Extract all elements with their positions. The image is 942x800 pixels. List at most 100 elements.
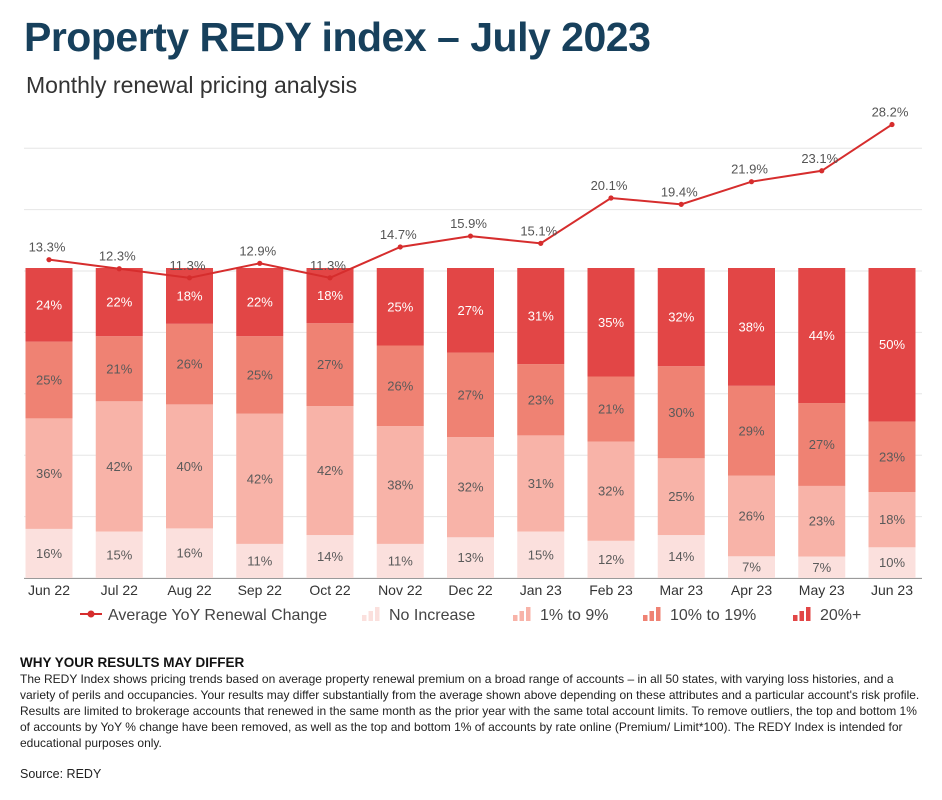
line-point bbox=[327, 275, 333, 281]
stacked-bars bbox=[25, 268, 916, 578]
bar-segment bbox=[587, 441, 635, 541]
legend-swatch-bar bbox=[643, 615, 648, 621]
bar-segment bbox=[166, 323, 213, 405]
line-data-label: 13.3% bbox=[29, 240, 66, 255]
bar-segment bbox=[25, 268, 73, 342]
average-line-path bbox=[48, 123, 893, 279]
bar-segment bbox=[236, 543, 284, 578]
x-tick-label: Jun 23 bbox=[871, 582, 913, 598]
segment-label: 22% bbox=[247, 295, 273, 310]
bar-segment bbox=[447, 352, 494, 438]
legend-swatch-bar bbox=[375, 607, 380, 621]
line-data-label: 28.2% bbox=[872, 105, 909, 120]
bar-segment bbox=[517, 364, 565, 436]
x-tick-label: Feb 23 bbox=[589, 582, 633, 598]
bar-segment bbox=[868, 547, 916, 578]
line-data-label: 21.9% bbox=[731, 162, 768, 177]
segment-label: 7% bbox=[812, 560, 831, 575]
segment-label: 27% bbox=[457, 387, 483, 402]
segment-label: 14% bbox=[317, 549, 343, 564]
line-data-label: 11.3% bbox=[170, 258, 206, 273]
line-data-label: 19.4% bbox=[661, 184, 698, 199]
bar-segment bbox=[236, 268, 284, 337]
segment-label: 42% bbox=[247, 471, 273, 486]
x-tick-label: Mar 23 bbox=[659, 582, 703, 598]
segment-label: 14% bbox=[668, 549, 694, 564]
bar-segment bbox=[868, 492, 916, 548]
line-data-label: 23.1% bbox=[801, 151, 838, 166]
segment-label: 10% bbox=[879, 555, 905, 570]
bar-segment bbox=[95, 531, 143, 578]
segment-label: 25% bbox=[668, 489, 694, 504]
segment-label: 7% bbox=[742, 560, 761, 575]
segment-label: 26% bbox=[738, 509, 764, 524]
segment-label: 21% bbox=[106, 361, 132, 376]
segment-label: 18% bbox=[176, 288, 202, 303]
segment-label: 38% bbox=[738, 319, 764, 334]
bar-segment bbox=[306, 535, 354, 578]
line-data-label: 11.3% bbox=[310, 258, 346, 273]
segment-label: 26% bbox=[387, 378, 413, 393]
segment-label: 31% bbox=[528, 309, 554, 324]
segment-labels: 16% 36% 25% 24% 15% 42% 21% 22% 16% 40% 26% 18% 11% 4… bbox=[36, 288, 905, 575]
x-tick-label: Jul 22 bbox=[101, 582, 139, 598]
bar-segment bbox=[166, 404, 213, 529]
segment-label: 35% bbox=[598, 315, 624, 330]
bar-segment bbox=[517, 268, 565, 365]
bar-segment bbox=[657, 268, 705, 367]
bar-segment bbox=[728, 556, 775, 578]
bar-segment bbox=[376, 345, 424, 427]
segment-label: 24% bbox=[36, 297, 62, 312]
segment-label: 26% bbox=[176, 357, 202, 372]
legend-swatch-bar bbox=[513, 615, 518, 621]
legend: Average YoY Renewal Change No Increase 1% … bbox=[80, 607, 861, 624]
segment-label: 30% bbox=[668, 405, 694, 420]
bar-segment bbox=[95, 401, 143, 532]
bar-segment bbox=[25, 418, 73, 529]
chart-area: 16% 36% 25% 24% 15% 42% 21% 22% 16% 40% 26% 18% 11% 4… bbox=[24, 105, 922, 624]
legend-swatch-bar bbox=[806, 607, 811, 621]
bar-segment bbox=[798, 556, 846, 578]
line-data-label: 15.1% bbox=[520, 223, 557, 238]
bar-segment bbox=[95, 268, 143, 337]
line-point bbox=[608, 195, 614, 201]
legend-swatch-bar bbox=[656, 607, 661, 621]
bar-segment bbox=[306, 406, 354, 536]
line-data-label: 15.9% bbox=[450, 216, 487, 231]
x-tick-label: Jan 23 bbox=[520, 582, 562, 598]
segment-label: 15% bbox=[106, 547, 132, 562]
legend-swatch-bar bbox=[799, 611, 804, 621]
segment-label: 16% bbox=[176, 546, 202, 561]
segment-label: 23% bbox=[528, 392, 554, 407]
segment-label: 21% bbox=[598, 402, 624, 417]
x-tick-label: Oct 22 bbox=[309, 582, 350, 598]
bar-segment bbox=[376, 426, 424, 544]
bar-segment bbox=[868, 268, 916, 422]
segment-label: 22% bbox=[106, 295, 132, 310]
bar-segment bbox=[447, 437, 494, 538]
legend-label: 10% to 19% bbox=[670, 607, 756, 624]
legend-label: 1% to 9% bbox=[540, 607, 608, 624]
segment-label: 12% bbox=[598, 552, 624, 567]
segment-label: 29% bbox=[738, 423, 764, 438]
legend-label: 20%+ bbox=[820, 607, 861, 624]
segment-label: 38% bbox=[387, 478, 413, 493]
disclaimer-text: The REDY Index shows pricing trends base… bbox=[20, 672, 920, 751]
legend-label: Average YoY Renewal Change bbox=[108, 607, 327, 624]
bar-segment bbox=[728, 268, 775, 386]
segment-label: 42% bbox=[317, 463, 343, 478]
bar-segment bbox=[447, 537, 494, 578]
line-data-label: 12.3% bbox=[99, 249, 136, 264]
bar-segment bbox=[657, 366, 705, 459]
x-axis: Jun 22 Jul 22 Aug 22 Sep 22 Oct 22 Nov 22 Dec … bbox=[24, 578, 922, 598]
segment-label: 15% bbox=[528, 547, 554, 562]
bar-segment bbox=[25, 341, 73, 419]
segment-label: 32% bbox=[598, 484, 624, 499]
line-point bbox=[257, 260, 263, 266]
line-point bbox=[186, 275, 193, 281]
segment-label: 27% bbox=[317, 357, 343, 372]
segment-label: 16% bbox=[36, 546, 62, 561]
segment-label: 32% bbox=[457, 480, 483, 495]
x-tick-label: Sep 22 bbox=[238, 582, 283, 598]
segment-label: 40% bbox=[176, 459, 202, 474]
